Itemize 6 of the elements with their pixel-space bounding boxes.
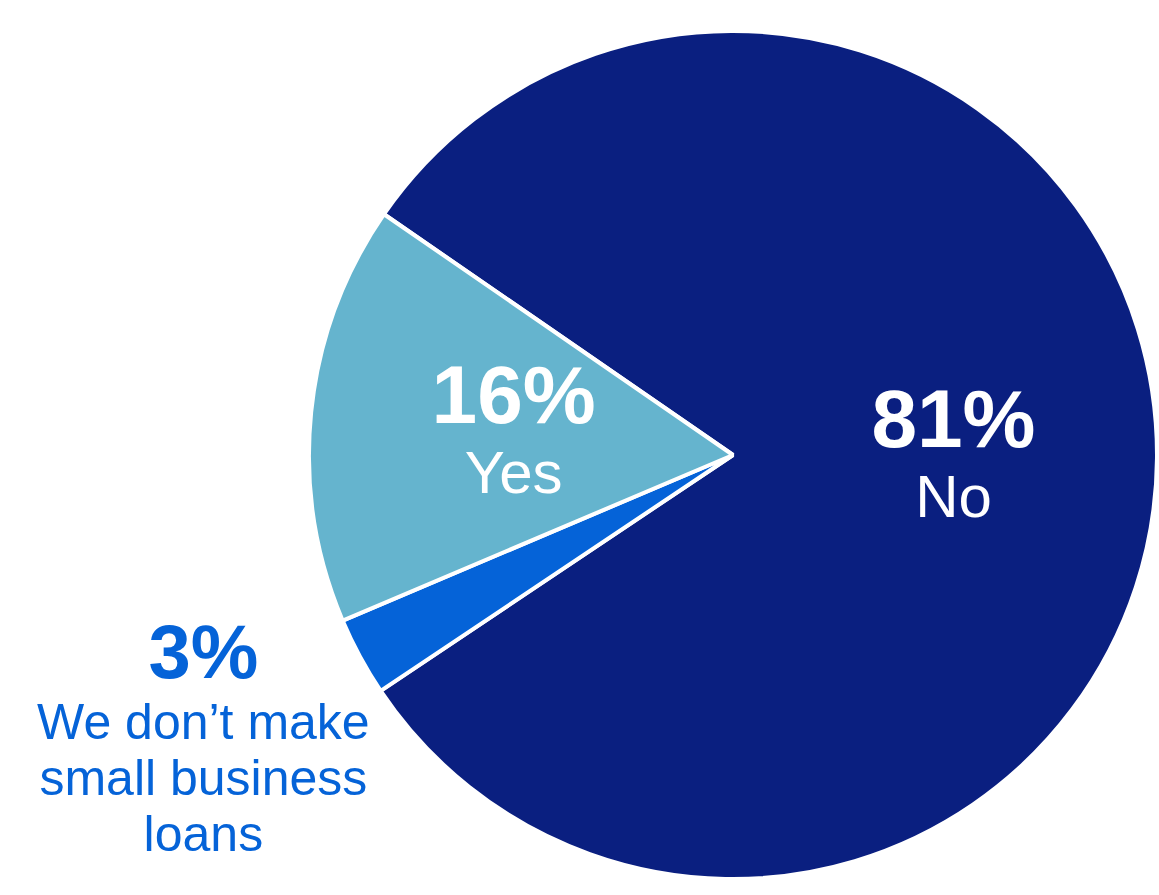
slice-label: No (915, 463, 992, 531)
data-label: 16% (431, 349, 596, 441)
data-label: 3% (148, 609, 259, 695)
slice-label: Yes (464, 439, 563, 507)
slice-label: We don’t make small business loans (37, 694, 370, 863)
data-label: 81% (871, 373, 1036, 465)
